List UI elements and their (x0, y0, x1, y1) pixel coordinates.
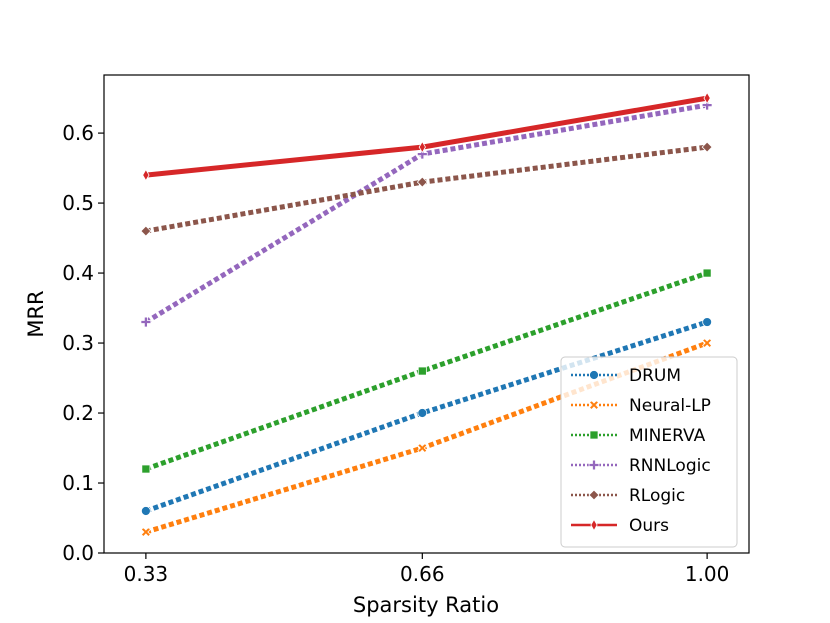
y-tick-label: 0.2 (62, 401, 94, 425)
y-tick-label: 0.1 (62, 471, 94, 495)
legend-item: MINERVA (571, 426, 706, 446)
legend-label: Ours (629, 516, 669, 536)
series-ours (142, 91, 711, 182)
legend: DRUM Neural-LP MINERVA RNNLogic RLogic Ours (560, 356, 738, 548)
legend-item: RNNLogic (571, 456, 711, 476)
legend-marker (589, 370, 599, 380)
legend-marker (588, 489, 600, 501)
series-minerva (141, 268, 712, 474)
legend-label: MINERVA (629, 426, 706, 446)
y-axis-label: MRR (24, 290, 48, 337)
data-point (702, 268, 712, 278)
data-point (417, 366, 427, 376)
data-point (140, 526, 151, 538)
x-tick-label: 0.33 (124, 562, 169, 586)
series-rlogic (140, 141, 713, 237)
data-point (142, 168, 150, 182)
legend-item: Ours (571, 516, 669, 536)
data-point (416, 176, 428, 188)
data-point (417, 442, 428, 454)
series-line (145, 319, 708, 514)
data-point (701, 141, 713, 153)
y-tick-label: 0.0 (62, 541, 94, 565)
y-axis-ticks: 0.0 0.1 0.2 0.3 0.4 0.5 0.6 (62, 121, 104, 565)
plot-frame (103, 74, 750, 554)
legend-marker (590, 518, 598, 532)
data-point (141, 464, 151, 474)
legend-item: RLogic (571, 486, 685, 506)
series-rnnlogic (140, 99, 713, 328)
series-drum (140, 317, 713, 516)
data-point (140, 225, 152, 237)
data-point (702, 337, 713, 349)
data-point (703, 91, 711, 105)
legend-label: Neural-LP (629, 396, 711, 416)
legend-marker (588, 459, 600, 471)
series-line (145, 270, 708, 472)
data-point (701, 99, 713, 111)
y-tick-label: 0.6 (62, 121, 94, 145)
y-tick-label: 0.5 (62, 191, 94, 215)
data-point (417, 408, 428, 418)
legend-label: DRUM (629, 366, 681, 386)
y-tick-label: 0.4 (62, 261, 94, 285)
legend-label: RLogic (629, 486, 685, 506)
x-tick-label: 0.66 (400, 562, 445, 586)
x-axis-label: Sparsity Ratio (353, 593, 499, 617)
legend-item: Neural-LP (571, 396, 711, 416)
data-point (416, 148, 428, 160)
legend-marker (588, 399, 600, 411)
legend-item: DRUM (571, 366, 681, 386)
x-tick-label: 1.00 (685, 562, 730, 586)
y-tick-label: 0.3 (62, 331, 94, 355)
data-point (702, 317, 713, 327)
data-point (140, 316, 152, 328)
x-axis-ticks: 0.33 0.66 1.00 (124, 553, 730, 586)
data-point (418, 140, 426, 154)
legend-label: RNNLogic (629, 456, 711, 476)
data-point (140, 506, 151, 516)
legend-marker (589, 430, 599, 440)
